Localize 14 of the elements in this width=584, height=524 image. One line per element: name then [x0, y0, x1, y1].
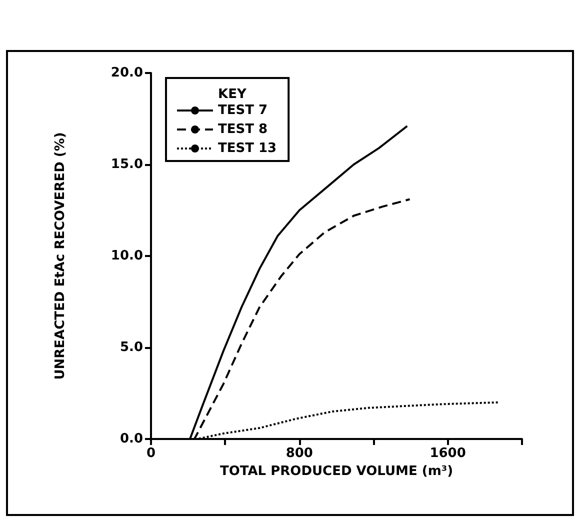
- x-tick-label: 0: [146, 446, 156, 461]
- legend-label: TEST 7: [218, 103, 268, 118]
- y-tick-label: 15.0: [110, 157, 143, 172]
- y-axis-title: UNREACTED EtAc RECOVERED (%): [53, 132, 68, 380]
- y-tick-label: 0.0: [120, 432, 143, 446]
- y-tick-label: 5.0: [120, 340, 143, 355]
- legend-label: TEST 13: [218, 141, 277, 156]
- legend-label: TEST 8: [218, 122, 268, 137]
- y-tick-label: 20.0: [110, 66, 143, 80]
- y-tick-label: 10.0: [110, 248, 143, 264]
- legend-title: KEY: [218, 87, 247, 102]
- x-axis-title: TOTAL PRODUCED VOLUME (m³): [220, 464, 454, 479]
- x-tick-label: 1600: [430, 446, 466, 461]
- x-tick-label: 800: [286, 446, 313, 461]
